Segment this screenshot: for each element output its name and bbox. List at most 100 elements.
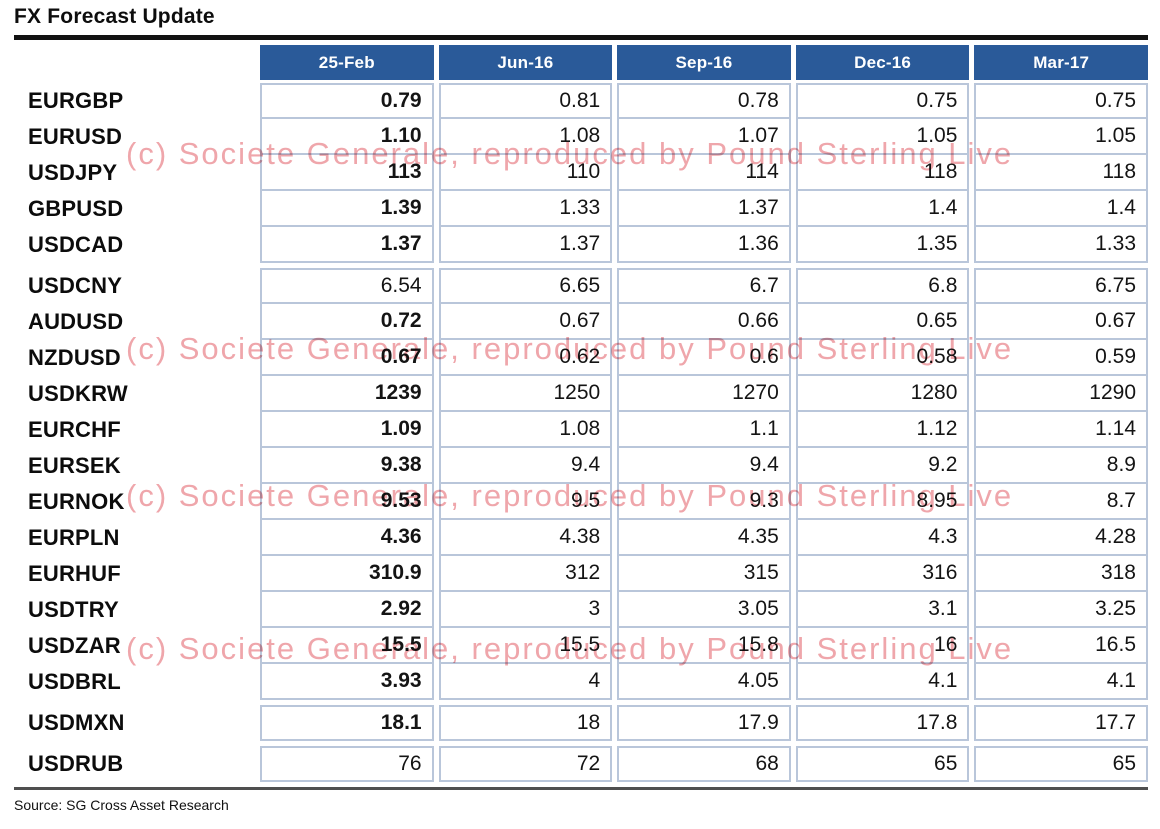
cell-value: 9.4: [617, 448, 791, 484]
cell-value: 9.4: [438, 448, 613, 484]
cell-value: 1.05: [795, 119, 970, 155]
cell-value: 118: [795, 155, 970, 191]
cell-value: 9.5: [438, 484, 613, 520]
cell-value: 1.37: [617, 191, 791, 227]
cell-value: 1.35: [795, 227, 970, 263]
cell-value: 68: [617, 746, 791, 782]
cell-value: 1250: [438, 376, 613, 412]
cell-value: 1.07: [617, 119, 791, 155]
cell-value: 9.53: [260, 484, 434, 520]
title-rule: [14, 35, 1148, 40]
cell-value: 3.93: [260, 664, 434, 700]
cell-value: 4.05: [617, 664, 791, 700]
cell-value: 65: [974, 746, 1148, 782]
cell-value: 1280: [795, 376, 970, 412]
pair-label: EURUSD: [28, 124, 123, 149]
cell-value: 6.8: [795, 268, 970, 304]
pair-label: USDMXN: [28, 710, 125, 735]
footer-rule: [14, 787, 1148, 790]
cell-value: 4.1: [974, 664, 1148, 700]
cell-value: 318: [974, 556, 1148, 592]
cell-value: 1.4: [974, 191, 1148, 227]
cell-value: 8.7: [974, 484, 1148, 520]
cell-value: 18: [438, 705, 613, 741]
cell-value: 1.10: [260, 119, 434, 155]
cell-value: 114: [617, 155, 791, 191]
cell-value: 0.62: [438, 340, 613, 376]
pair-label: USDCAD: [28, 232, 124, 257]
cell-value: 1290: [974, 376, 1148, 412]
table-section: USDCNY 6.54 6.65 6.7 6.8 6.75 AUDUSD 0.72 0.67 0.…: [14, 268, 1148, 700]
pair-label: USDBRL: [28, 669, 121, 694]
table-body: EURGBP 0.79 0.81 0.78 0.75 0.75 EURUSD 1.10 1.08…: [0, 83, 1160, 782]
cell-value: 0.81: [438, 83, 613, 119]
cell-value: 2.92: [260, 592, 434, 628]
cell-value: 4.1: [795, 664, 970, 700]
cell-value: 316: [795, 556, 970, 592]
pair-label: USDJPY: [28, 160, 118, 185]
pair-label: EURHUF: [28, 561, 121, 586]
cell-value: 76: [260, 746, 434, 782]
cell-value: 9.2: [795, 448, 970, 484]
pair-label: USDTRY: [28, 597, 119, 622]
cell-value: 0.67: [260, 340, 434, 376]
cell-value: 0.59: [974, 340, 1148, 376]
cell-value: 17.8: [795, 705, 970, 741]
cell-value: 0.66: [617, 304, 791, 340]
cell-value: 72: [438, 746, 613, 782]
cell-value: 1.14: [974, 412, 1148, 448]
cell-value: 1.33: [974, 227, 1148, 263]
cell-value: 113: [260, 155, 434, 191]
cell-value: 8.9: [974, 448, 1148, 484]
table-section: EURGBP 0.79 0.81 0.78 0.75 0.75 EURUSD 1.10 1.08…: [14, 83, 1148, 263]
pair-label: USDRUB: [28, 751, 124, 776]
source-note: Source: SG Cross Asset Research: [14, 797, 229, 813]
cell-value: 3.05: [617, 592, 791, 628]
table-section: USDMXN 18.1 18 17.9 17.8 17.7: [14, 705, 1148, 741]
cell-value: 3.1: [795, 592, 970, 628]
cell-value: 6.75: [974, 268, 1148, 304]
cell-value: 0.58: [795, 340, 970, 376]
pair-label: GBPUSD: [28, 196, 124, 221]
cell-value: 1.1: [617, 412, 791, 448]
cell-value: 0.79: [260, 83, 434, 119]
cell-value: 0.75: [795, 83, 970, 119]
cell-value: 17.7: [974, 705, 1148, 741]
cell-value: 1.08: [438, 412, 613, 448]
cell-value: 6.7: [617, 268, 791, 304]
pair-label: EURGBP: [28, 88, 124, 113]
cell-value: 310.9: [260, 556, 434, 592]
cell-value: 1.08: [438, 119, 613, 155]
cell-value: 1.33: [438, 191, 613, 227]
cell-value: 0.65: [795, 304, 970, 340]
cell-value: 0.75: [974, 83, 1148, 119]
cell-value: 4.28: [974, 520, 1148, 556]
cell-value: 0.6: [617, 340, 791, 376]
cell-value: 0.67: [438, 304, 613, 340]
cell-value: 15.8: [617, 628, 791, 664]
column-header-25-feb: 25-Feb: [260, 45, 434, 80]
cell-value: 1.12: [795, 412, 970, 448]
cell-value: 1.39: [260, 191, 434, 227]
column-header-dec-16: Dec-16: [795, 45, 970, 80]
cell-value: 1.36: [617, 227, 791, 263]
pair-label: USDZAR: [28, 633, 121, 658]
cell-value: 6.65: [438, 268, 613, 304]
pair-label: EURSEK: [28, 453, 121, 478]
cell-value: 1.37: [260, 227, 434, 263]
cell-value: 18.1: [260, 705, 434, 741]
table-header: 25-Feb Jun-16 Sep-16 Dec-16 Mar-17: [14, 45, 1148, 80]
pair-label: AUDUSD: [28, 309, 124, 334]
cell-value: 315: [617, 556, 791, 592]
pair-label: EURPLN: [28, 525, 120, 550]
cell-value: 4.35: [617, 520, 791, 556]
cell-value: 9.38: [260, 448, 434, 484]
cell-value: 110: [438, 155, 613, 191]
cell-value: 118: [974, 155, 1148, 191]
header-corner-cell: [14, 45, 255, 80]
cell-value: 0.72: [260, 304, 434, 340]
pair-label: USDKRW: [28, 381, 128, 406]
cell-value: 4.36: [260, 520, 434, 556]
cell-value: 8.95: [795, 484, 970, 520]
pair-label: USDCNY: [28, 273, 123, 298]
